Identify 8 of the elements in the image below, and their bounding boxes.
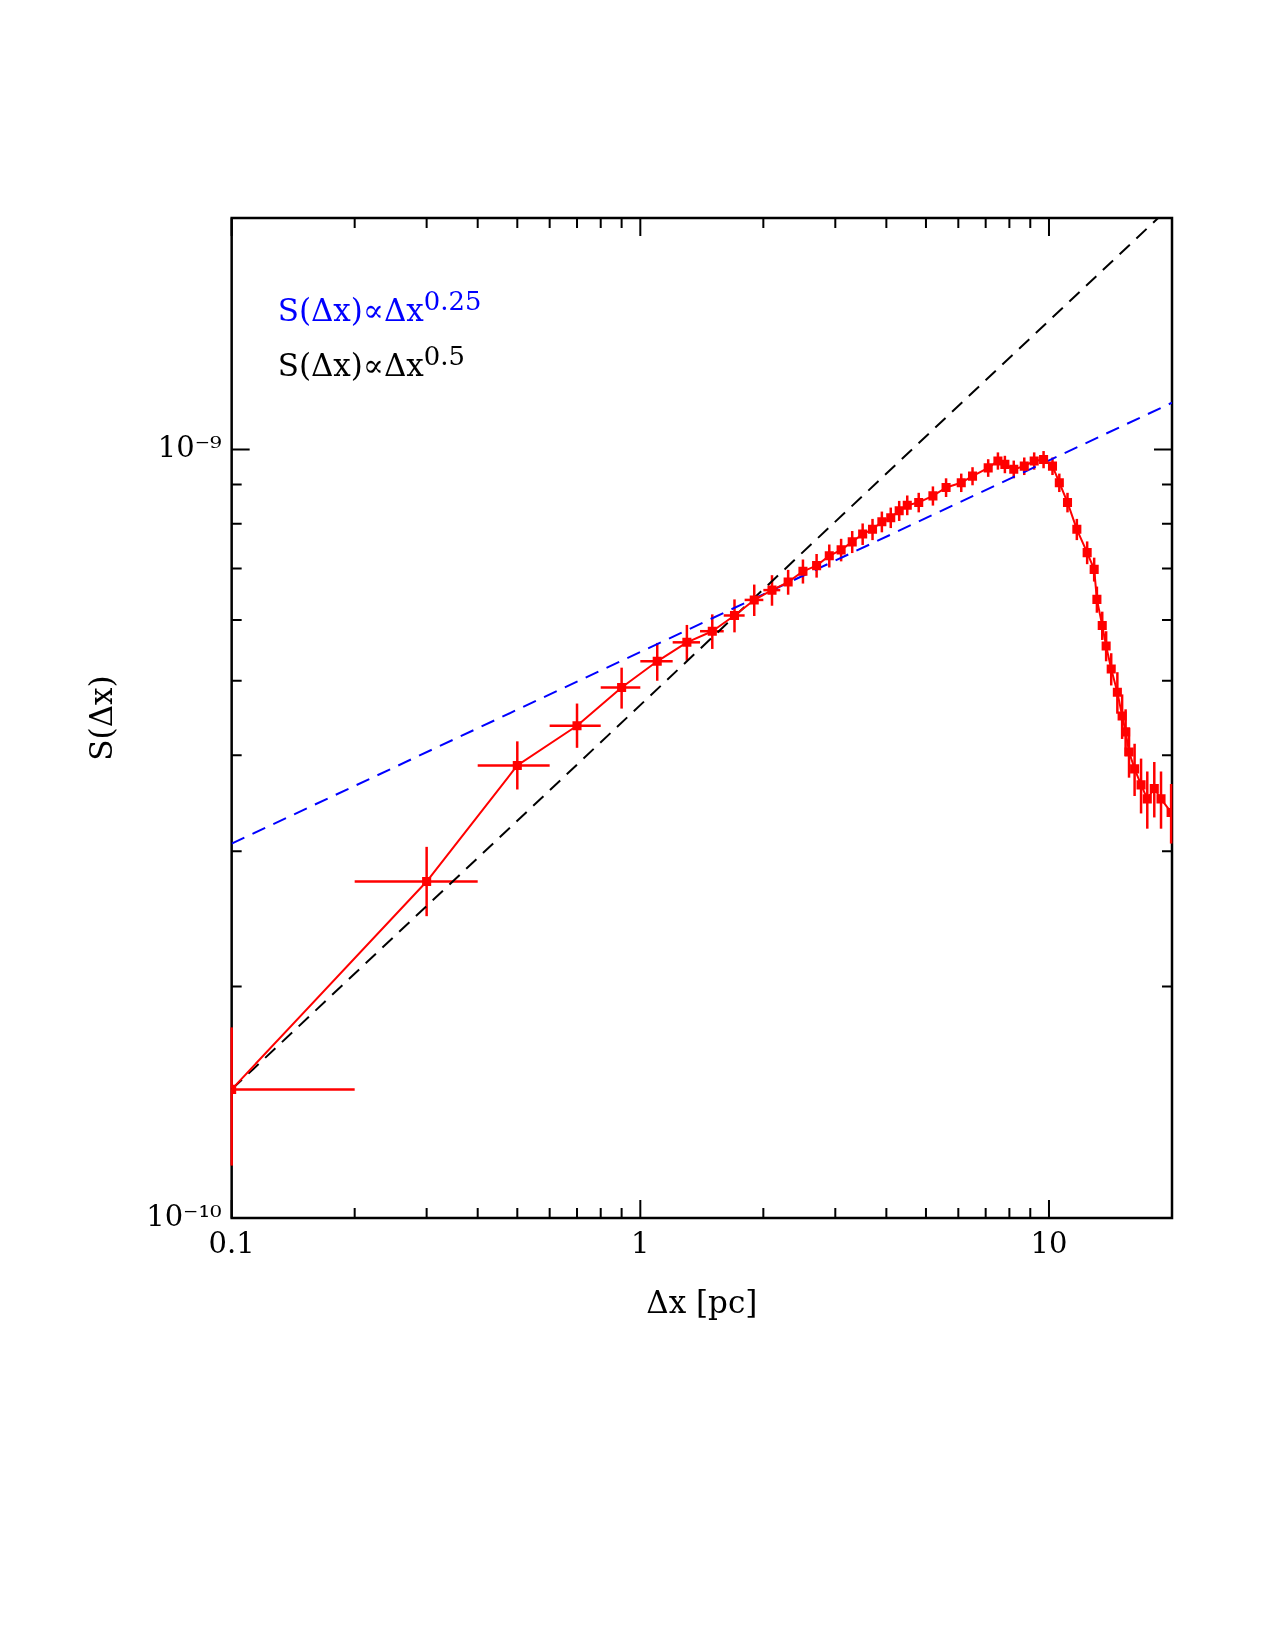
x-tick-label: 0.1 bbox=[208, 1225, 255, 1260]
x-tick-label: 1 bbox=[631, 1225, 650, 1260]
text: S(Δx)∝Δx$^{0.25}$ bbox=[277, 285, 482, 331]
x-tick-label: 10 bbox=[1030, 1225, 1068, 1260]
x-axis-title: Δx [pc] bbox=[646, 1284, 758, 1321]
y-axis-title: S(Δx) bbox=[82, 675, 119, 761]
y-tick-label: 10⁻⁹ bbox=[157, 429, 222, 464]
text: S(Δx)∝Δx$^{0.5}$ bbox=[277, 340, 466, 386]
